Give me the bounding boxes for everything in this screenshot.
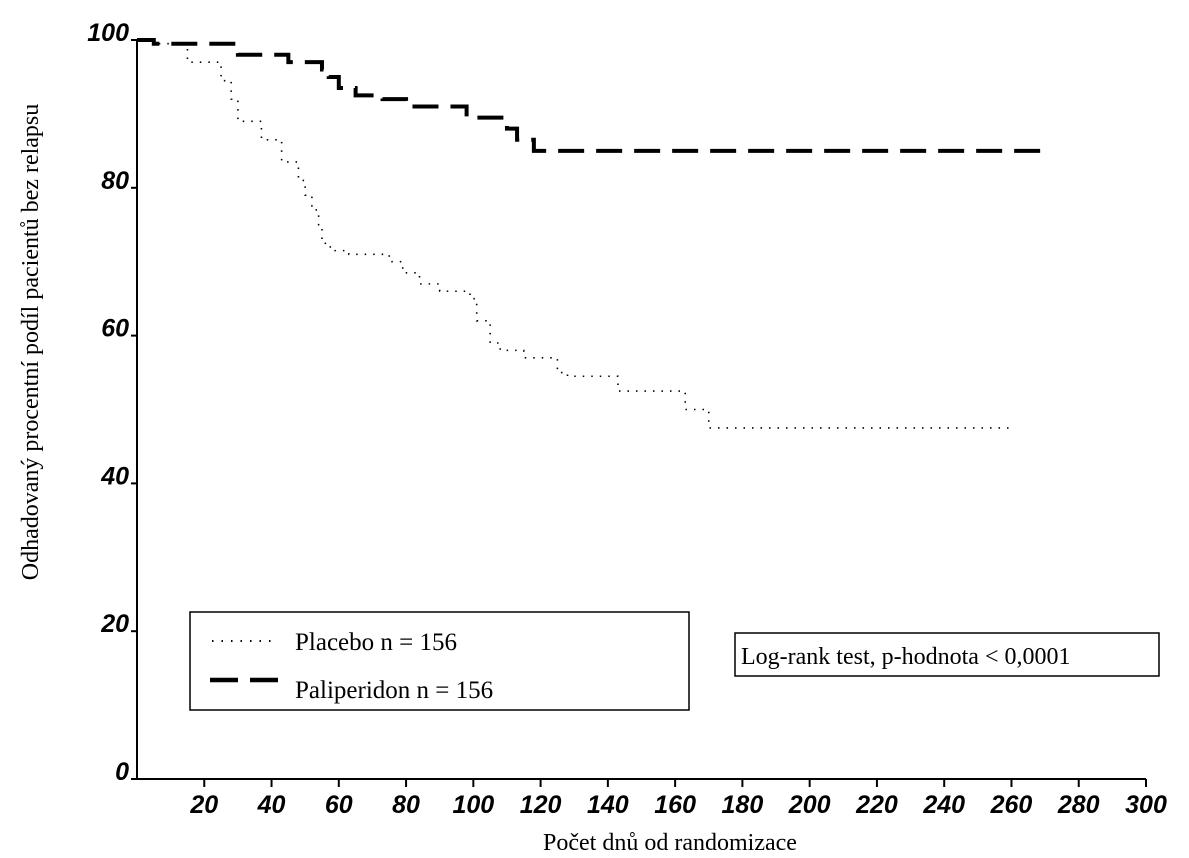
x-tick-label: 300	[1125, 791, 1167, 819]
x-tick-label: 120	[520, 791, 562, 819]
paliperidon-series-line	[137, 38, 1052, 153]
y-tick-label: 40	[100, 462, 129, 490]
legend-placebo-label: Placebo n = 156	[295, 629, 457, 656]
x-tick-labels: 20 40 60 80 100 120 140 160 180 200 220 240 260 280 30…	[189, 779, 1167, 819]
x-tick-label: 260	[990, 791, 1033, 819]
legend-paliperidon-label: Paliperidon n = 156	[295, 677, 493, 704]
x-tick-label: 200	[788, 791, 831, 819]
placebo-series-line	[137, 39, 1012, 429]
x-tick-label: 160	[654, 791, 696, 819]
x-tick-label: 280	[1057, 791, 1100, 819]
y-tick-label: 80	[101, 167, 129, 195]
x-tick-label: 40	[257, 791, 286, 819]
y-tick-label: 20	[100, 610, 129, 638]
annotation-text: Log-rank test, p-hodnota < 0,0001	[741, 644, 1070, 670]
series-layer	[137, 38, 1052, 429]
annotation-box	[734, 632, 1160, 677]
x-tick-label: 220	[855, 791, 898, 819]
y-tick-label: 100	[87, 19, 129, 47]
x-tick-label: 240	[922, 791, 965, 819]
x-tick-label: 180	[722, 791, 764, 819]
legend: Placebo n = 156 Paliperidon n = 156	[189, 611, 690, 711]
legend-box	[189, 611, 690, 711]
y-tick-label: 60	[101, 315, 129, 343]
annotation: Log-rank test, p-hodnota < 0,0001	[734, 632, 1160, 677]
x-tick-label: 80	[392, 791, 420, 819]
x-tick-label: 20	[189, 791, 218, 819]
y-axis-title: Odhadovaný procentní podíl pacientů bez …	[18, 104, 44, 581]
axes	[136, 40, 1146, 780]
x-tick-label: 100	[452, 791, 494, 819]
y-tick-labels: 0 20 40 60 80 100	[87, 19, 137, 786]
x-axis-title: Počet dnů od randomizace	[543, 830, 797, 856]
x-tick-label: 140	[587, 791, 629, 819]
y-tick-label: 0	[115, 758, 129, 786]
x-tick-label: 60	[325, 791, 353, 819]
